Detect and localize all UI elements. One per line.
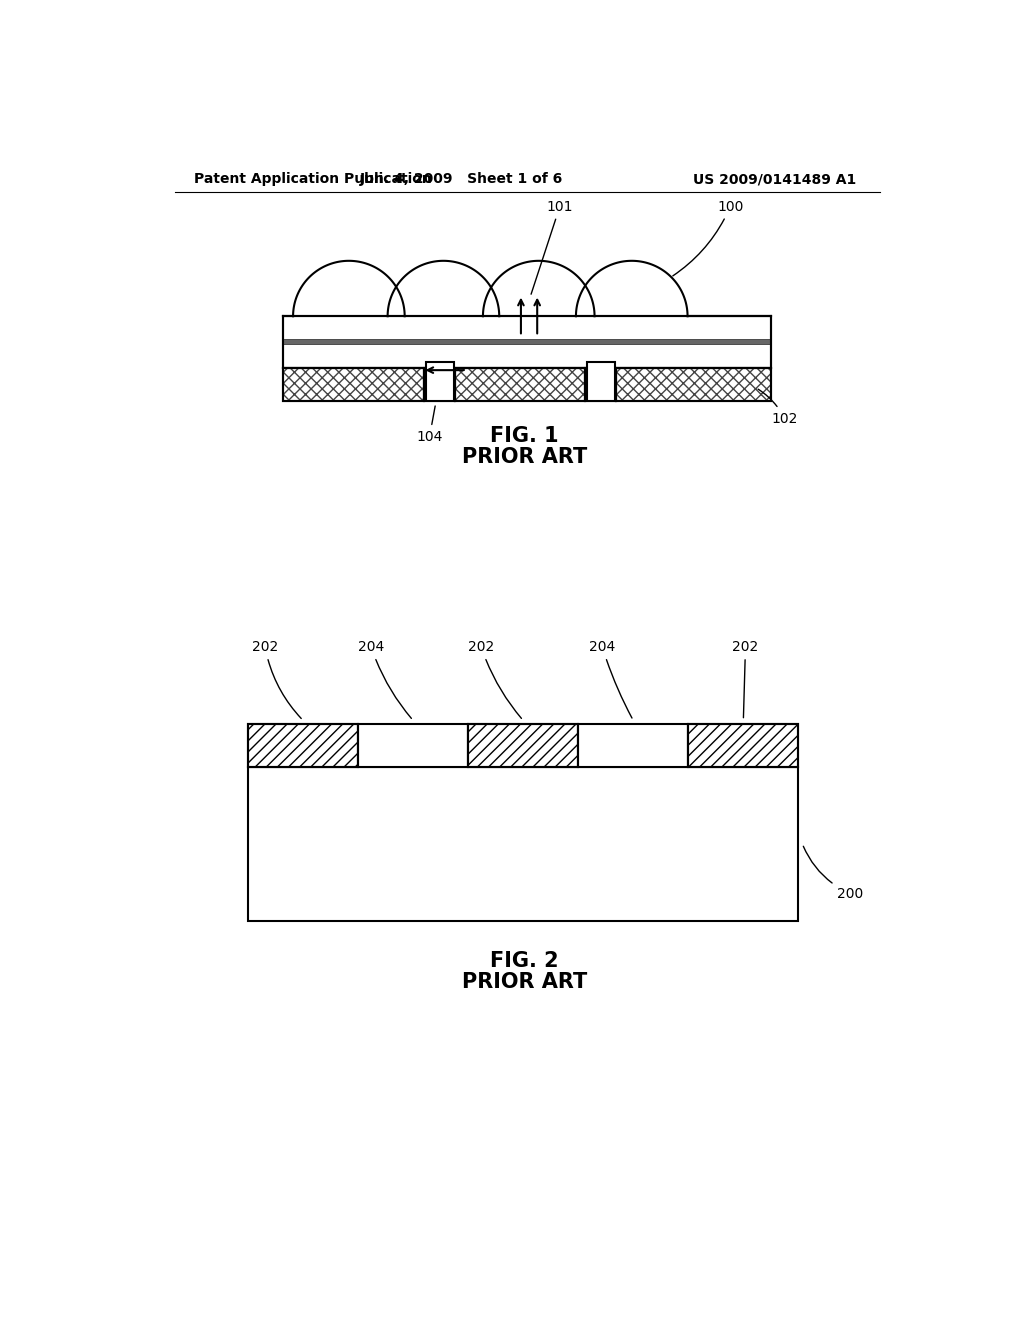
Text: FIG. 1: FIG. 1 — [490, 425, 559, 446]
Text: 202: 202 — [252, 640, 301, 718]
Bar — [283, 317, 771, 368]
Bar — [688, 725, 799, 767]
Bar — [468, 725, 579, 767]
Bar — [616, 368, 771, 401]
Bar — [248, 725, 358, 767]
Bar — [358, 725, 468, 767]
Bar — [283, 368, 424, 401]
Text: 100: 100 — [673, 199, 743, 276]
Bar — [616, 368, 771, 401]
Bar — [455, 368, 586, 401]
Bar — [283, 368, 424, 401]
Text: 204: 204 — [589, 640, 632, 718]
Text: Patent Application Publication: Patent Application Publication — [194, 172, 432, 186]
Bar — [579, 725, 688, 767]
Text: Jun. 4, 2009   Sheet 1 of 6: Jun. 4, 2009 Sheet 1 of 6 — [359, 172, 563, 186]
Text: 102: 102 — [758, 389, 798, 425]
Bar — [587, 362, 614, 401]
Bar — [688, 725, 799, 767]
Bar — [616, 368, 771, 401]
Text: 101: 101 — [531, 199, 573, 294]
Text: 202: 202 — [468, 640, 521, 718]
Bar — [426, 362, 454, 401]
Bar — [283, 339, 771, 345]
Text: 200: 200 — [804, 846, 863, 900]
Bar — [248, 725, 358, 767]
Bar — [248, 767, 799, 921]
Text: 202: 202 — [732, 640, 759, 718]
Text: FIG. 2: FIG. 2 — [490, 950, 559, 970]
Bar — [283, 368, 424, 401]
Text: 104: 104 — [417, 407, 442, 444]
Bar — [586, 368, 616, 401]
Bar — [283, 339, 771, 345]
Bar — [455, 368, 586, 401]
Bar — [455, 368, 586, 401]
Text: US 2009/0141489 A1: US 2009/0141489 A1 — [693, 172, 856, 186]
Text: PRIOR ART: PRIOR ART — [462, 973, 588, 993]
Text: PRIOR ART: PRIOR ART — [462, 447, 588, 467]
Bar — [468, 725, 579, 767]
Bar — [424, 368, 455, 401]
Text: 204: 204 — [358, 640, 412, 718]
